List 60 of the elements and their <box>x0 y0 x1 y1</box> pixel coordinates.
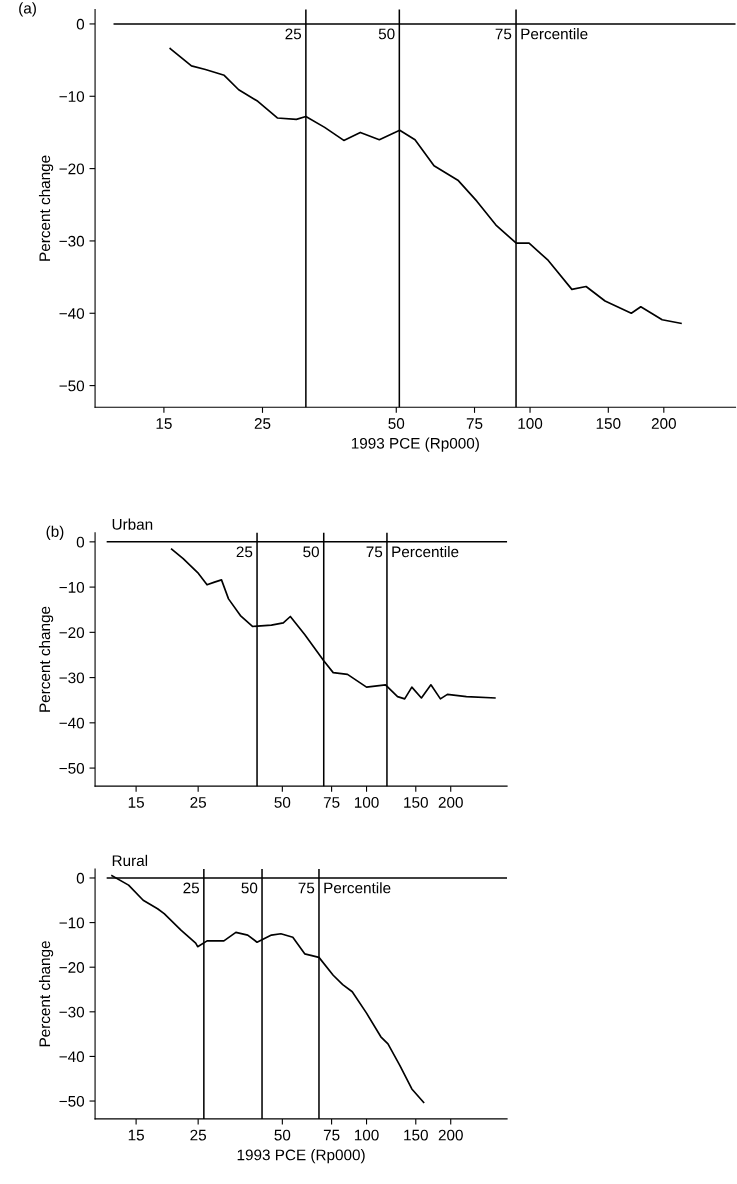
x-tick-label: 100 <box>354 797 379 808</box>
annotation: 50 <box>241 882 258 894</box>
x-tick-label: 50 <box>274 797 291 808</box>
y-tick-label: −50 <box>59 380 85 392</box>
x-tick-label: 50 <box>388 418 405 429</box>
annotation: 25 <box>285 28 302 40</box>
x-tick-label: 75 <box>323 1129 340 1141</box>
x-tick-label: 15 <box>128 1129 144 1141</box>
annotation: 75 <box>366 546 383 558</box>
x-axis-title: 1993 PCE (Rp000) <box>237 1149 365 1164</box>
y-tick-label: −50 <box>59 762 85 774</box>
y-tick-label: −30 <box>59 1006 85 1018</box>
x-tick-label: 75 <box>466 418 483 429</box>
annotation: 25 <box>183 882 200 894</box>
chart-title: (b) <box>46 525 64 540</box>
y-tick-label: −20 <box>59 163 85 175</box>
x-tick-label: 200 <box>651 418 676 429</box>
x-tick-label: 15 <box>156 418 172 429</box>
x-tick-label: 15 <box>128 797 144 808</box>
x-tick-label: 50 <box>274 1129 291 1141</box>
y-tick-label: −20 <box>59 962 85 973</box>
y-tick-label: −30 <box>59 672 85 684</box>
x-tick-label: 150 <box>404 1129 428 1141</box>
chart-title: (a) <box>19 2 36 17</box>
y-tick-label: −30 <box>59 235 85 247</box>
annotation: 50 <box>303 546 319 558</box>
y-tick-label: 0 <box>76 18 85 30</box>
chart-subtitle: Urban <box>112 518 153 530</box>
y-tick-label: −40 <box>59 717 85 729</box>
y-tick-label: −10 <box>59 917 85 929</box>
annotation: Percentile <box>324 882 391 894</box>
annotation: Percentile <box>521 28 588 40</box>
y-tick-label: 0 <box>76 872 85 884</box>
y-axis-title: Percent change <box>38 155 54 261</box>
y-tick-label: −20 <box>59 627 85 639</box>
x-tick-label: 100 <box>518 418 543 429</box>
y-axis-title: Percent change <box>38 941 54 1047</box>
y-tick-label: 0 <box>76 536 85 548</box>
x-tick-label: 150 <box>596 418 621 429</box>
y-tick-label: −40 <box>59 308 85 319</box>
y-tick-label: −50 <box>59 1095 85 1107</box>
x-tick-label: 200 <box>438 1129 463 1141</box>
y-axis-title: Percent change <box>38 606 54 712</box>
annotation: 75 <box>495 28 512 40</box>
annotation: 25 <box>236 546 253 558</box>
annotation: 50 <box>378 28 395 40</box>
y-tick-label: −10 <box>59 581 85 593</box>
annotation: 75 <box>298 882 315 894</box>
x-tick-label: 100 <box>354 1129 379 1141</box>
chart-subtitle: Rural <box>112 854 148 867</box>
x-tick-label: 25 <box>254 418 271 429</box>
x-tick-label: 75 <box>323 797 340 808</box>
x-tick-label: 200 <box>438 797 463 808</box>
annotation: Percentile <box>392 546 459 558</box>
y-tick-label: −40 <box>59 1051 85 1063</box>
x-tick-label: 25 <box>190 797 207 808</box>
x-tick-label: 150 <box>404 797 428 808</box>
y-tick-label: −10 <box>59 91 85 102</box>
x-axis-title: 1993 PCE (Rp000) <box>351 437 479 452</box>
x-tick-label: 25 <box>190 1129 207 1141</box>
